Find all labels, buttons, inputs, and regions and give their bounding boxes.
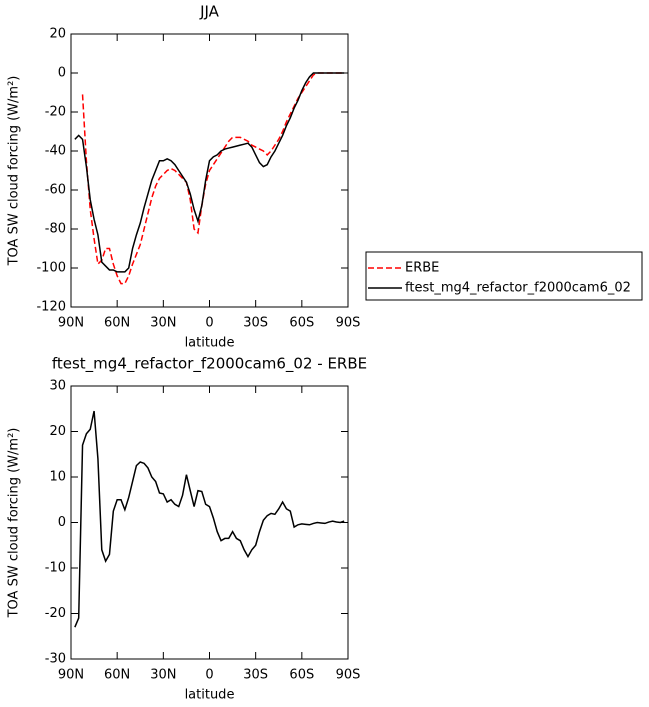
chart-title: ftest_mg4_refactor_f2000cam6_02 - ERBE xyxy=(52,355,367,374)
y-tick-label: -120 xyxy=(36,300,66,315)
y-tick-label: -100 xyxy=(36,261,66,276)
y-tick-label: -20 xyxy=(45,606,66,621)
chart-title: JJA xyxy=(199,3,220,21)
y-tick-label: 20 xyxy=(49,27,66,42)
y-axis-label: TOA SW cloud forcing (W/m²) xyxy=(7,428,22,619)
x-axis-label: latitude xyxy=(185,336,235,351)
y-tick-label: -10 xyxy=(45,561,66,576)
x-tick-label: 30N xyxy=(150,316,176,331)
y-tick-label: 30 xyxy=(49,379,66,394)
y-tick-label: -60 xyxy=(45,183,66,198)
legend-label: ftest_mg4_refactor_f2000cam6_02 xyxy=(405,281,631,296)
y-tick-label: 20 xyxy=(49,424,66,439)
y-tick-label: 10 xyxy=(49,470,66,485)
data-line xyxy=(81,72,345,285)
data-line xyxy=(74,72,345,273)
x-tick-label: 90N xyxy=(58,668,84,683)
plot-frame xyxy=(70,385,349,660)
plot-frame xyxy=(70,33,349,308)
legend-box xyxy=(365,251,643,301)
data-line xyxy=(74,410,345,628)
y-axis-label: TOA SW cloud forcing (W/m²) xyxy=(7,76,22,267)
x-tick-label: 60S xyxy=(289,316,314,331)
y-tick-label: -30 xyxy=(45,652,66,667)
x-tick-label: 30S xyxy=(243,668,268,683)
x-tick-label: 0 xyxy=(205,668,213,683)
y-tick-label: 0 xyxy=(58,66,66,81)
y-tick-label: -40 xyxy=(45,144,66,159)
x-tick-label: 60N xyxy=(104,668,130,683)
x-tick-label: 90S xyxy=(336,668,361,683)
y-tick-label: -20 xyxy=(45,105,66,120)
y-tick-label: -80 xyxy=(45,222,66,237)
x-tick-label: 30N xyxy=(150,668,176,683)
x-axis-label: latitude xyxy=(185,688,235,703)
y-tick-label: 0 xyxy=(58,515,66,530)
x-tick-label: 90S xyxy=(336,316,361,331)
x-tick-label: 60S xyxy=(289,668,314,683)
legend-label: ERBE xyxy=(405,261,439,276)
x-tick-label: 90N xyxy=(58,316,84,331)
x-tick-label: 30S xyxy=(243,316,268,331)
x-tick-label: 60N xyxy=(104,316,130,331)
x-tick-label: 0 xyxy=(205,316,213,331)
